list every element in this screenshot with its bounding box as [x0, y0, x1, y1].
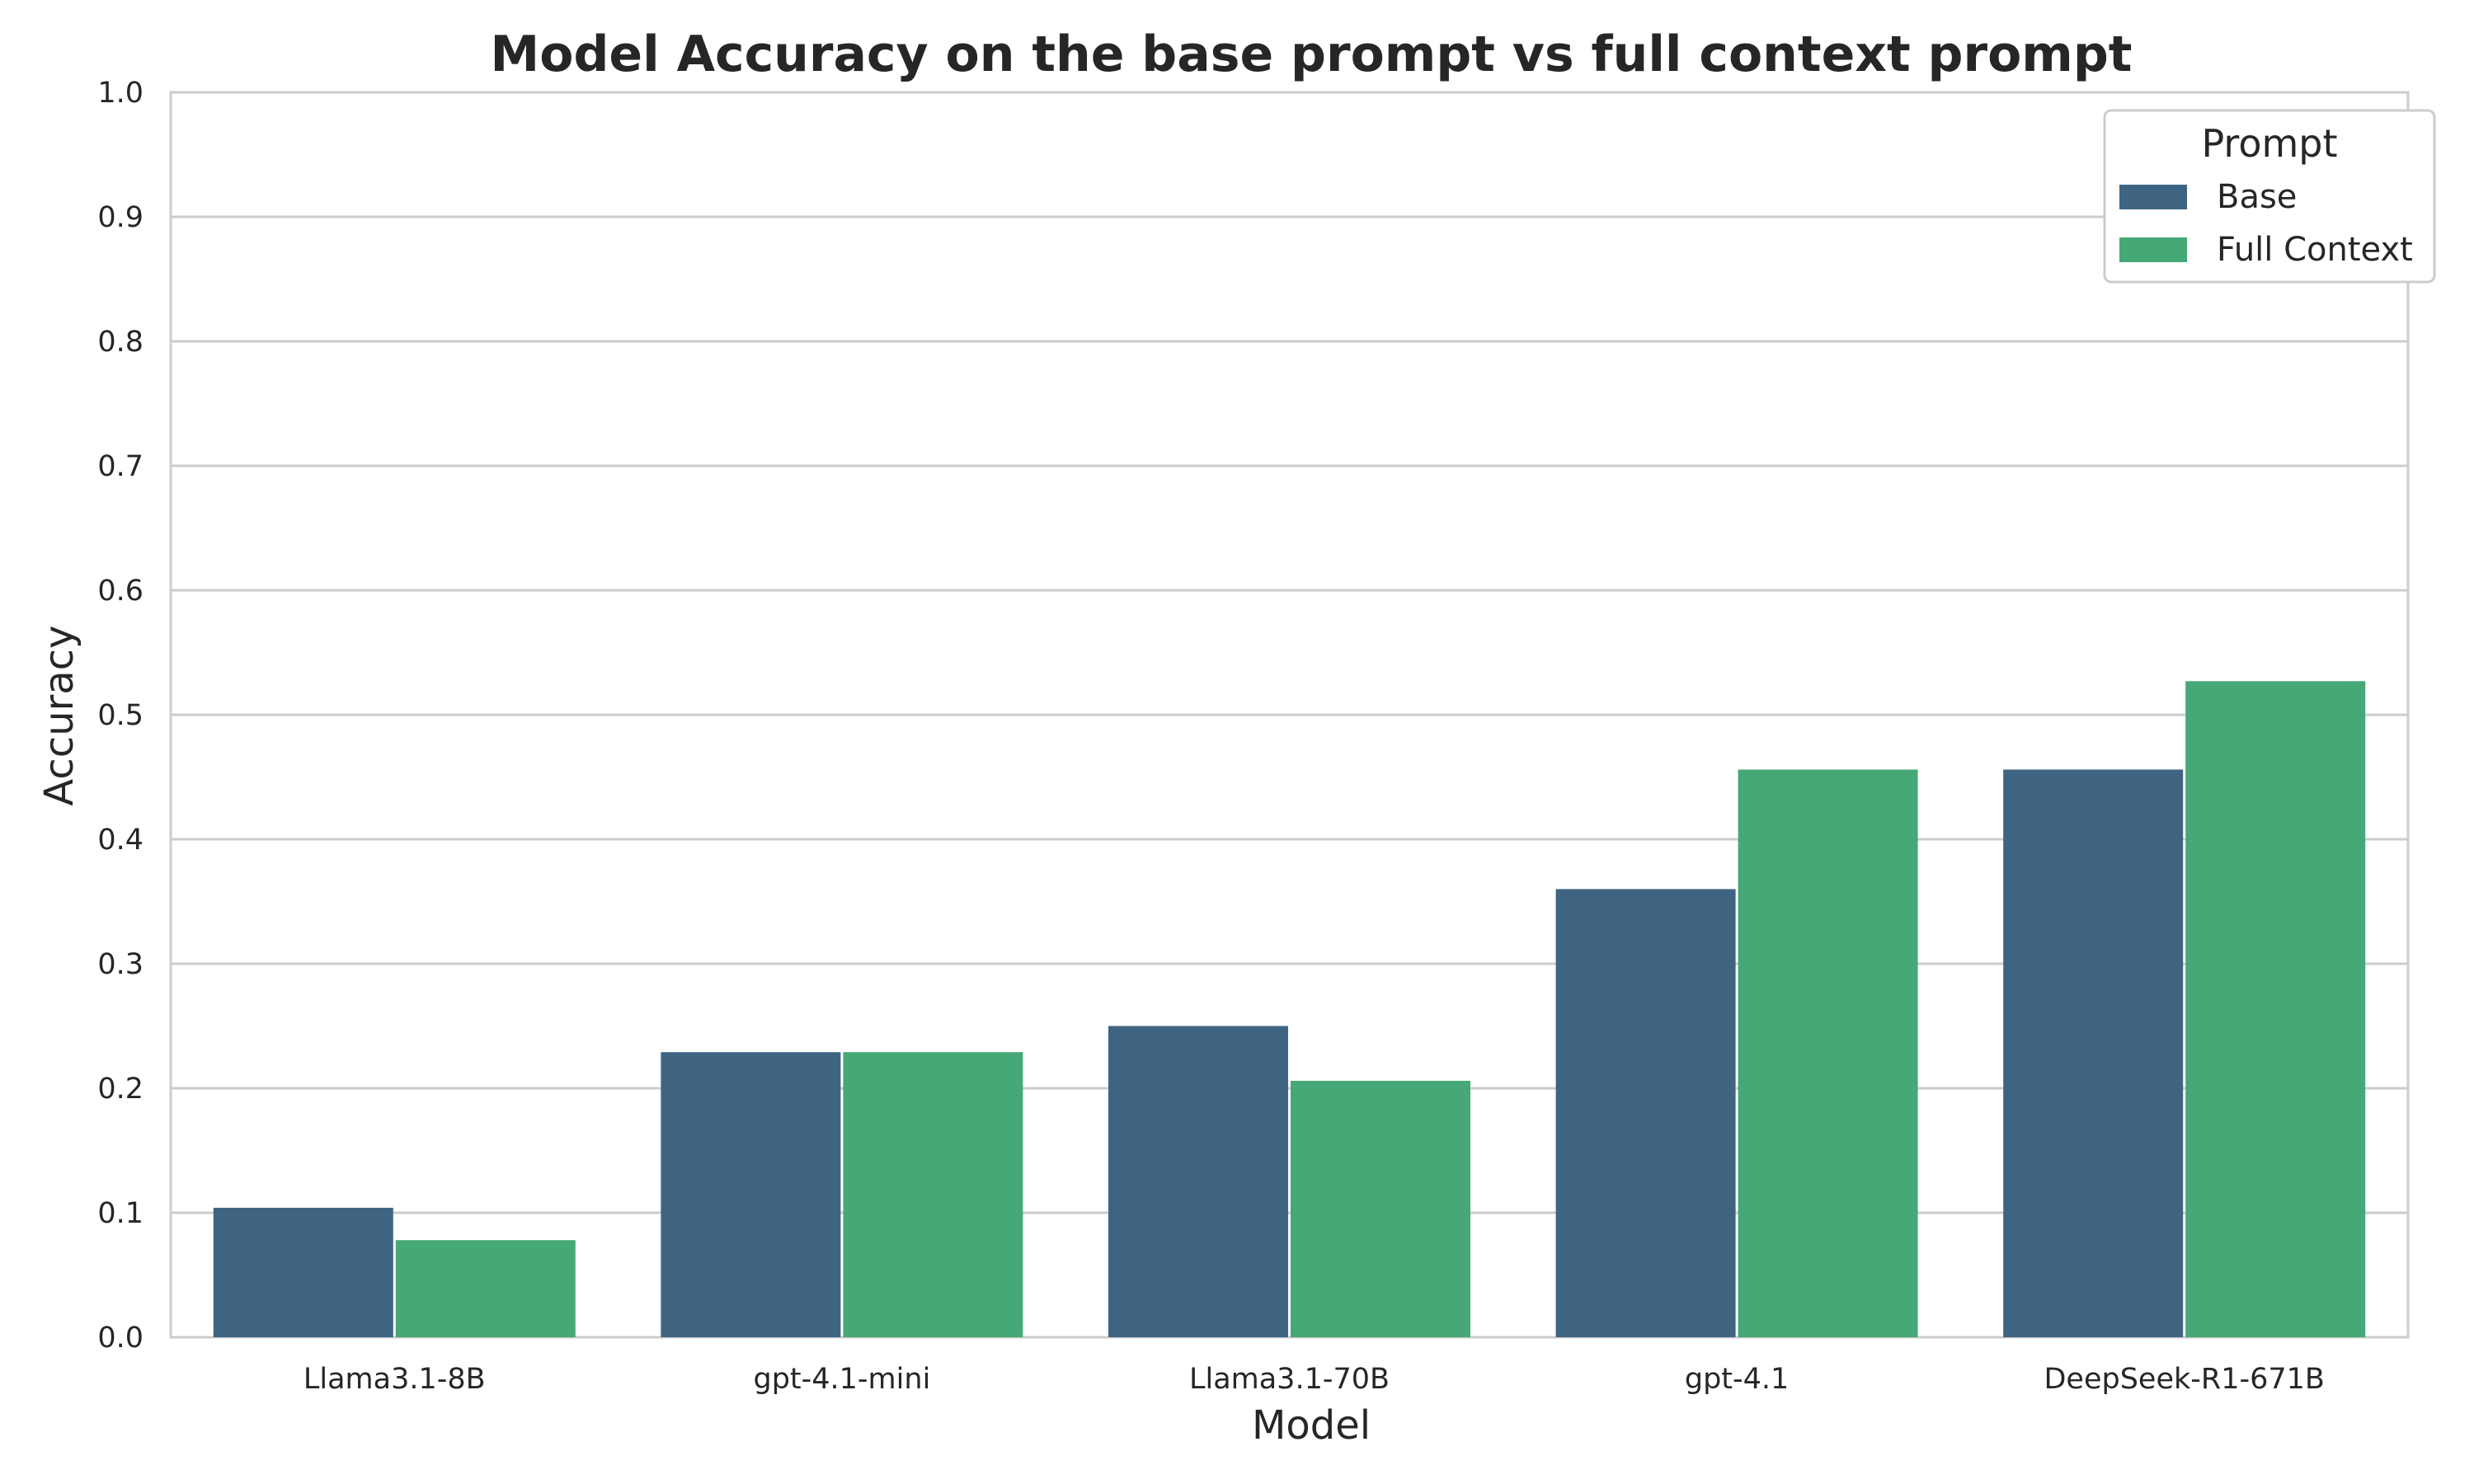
- y-tick-label: 0.0: [97, 1322, 143, 1355]
- bar-full-context: [395, 1240, 576, 1337]
- y-tick-label: 0.5: [97, 699, 143, 732]
- y-tick-label: 1.0: [97, 77, 143, 110]
- y-axis-label: Accuracy: [36, 625, 82, 805]
- x-tick-label: gpt-4.1: [1685, 1363, 1789, 1396]
- y-tick-label: 0.9: [97, 201, 143, 234]
- legend-swatch-full-context: [2119, 237, 2187, 262]
- x-tick-label: gpt-4.1-mini: [753, 1363, 930, 1396]
- y-tick-label: 0.7: [97, 450, 143, 483]
- x-tick-label: Llama3.1-70B: [1189, 1363, 1390, 1396]
- y-tick-labels: 0.0 0.1 0.2 0.3 0.4 0.5 0.6 0.7 0.8 0.9 1.0: [97, 77, 143, 1355]
- y-tick-label: 0.2: [97, 1073, 143, 1106]
- x-tick-label: DeepSeek-R1-671B: [2044, 1363, 2324, 1396]
- y-tick-label: 0.6: [97, 575, 143, 608]
- bar-base: [1108, 1026, 1288, 1337]
- x-tick-label: Llama3.1-8B: [303, 1363, 486, 1396]
- bars: [213, 681, 2366, 1337]
- chart-title: Model Accuracy on the base prompt vs ful…: [491, 26, 2133, 83]
- bar-base: [213, 1207, 393, 1337]
- x-tick-labels: Llama3.1-8B gpt-4.1-mini Llama3.1-70B gpt-4…: [303, 1363, 2325, 1396]
- bar-full-context: [843, 1052, 1023, 1337]
- legend-label-full-context: Full Context: [2217, 231, 2413, 269]
- bar-full-context: [1291, 1080, 1470, 1337]
- bar-full-context: [1738, 769, 1918, 1337]
- legend: Prompt Base Full Context: [2103, 109, 2436, 284]
- bar-full-context: [2185, 681, 2366, 1337]
- legend-swatch-base: [2119, 185, 2187, 209]
- y-tick-label: 0.3: [97, 948, 143, 981]
- x-axis-label: Model: [1252, 1402, 1371, 1449]
- plot-frame: [169, 91, 2410, 1339]
- y-tick-label: 0.8: [97, 326, 143, 359]
- bar-base: [1555, 889, 1736, 1337]
- bar-base: [2003, 769, 2184, 1337]
- y-tick-label: 0.4: [97, 824, 143, 857]
- legend-title: Prompt: [2201, 121, 2337, 166]
- legend-label-base: Base: [2217, 178, 2297, 216]
- y-tick-label: 0.1: [97, 1197, 143, 1230]
- bar-base: [661, 1052, 841, 1337]
